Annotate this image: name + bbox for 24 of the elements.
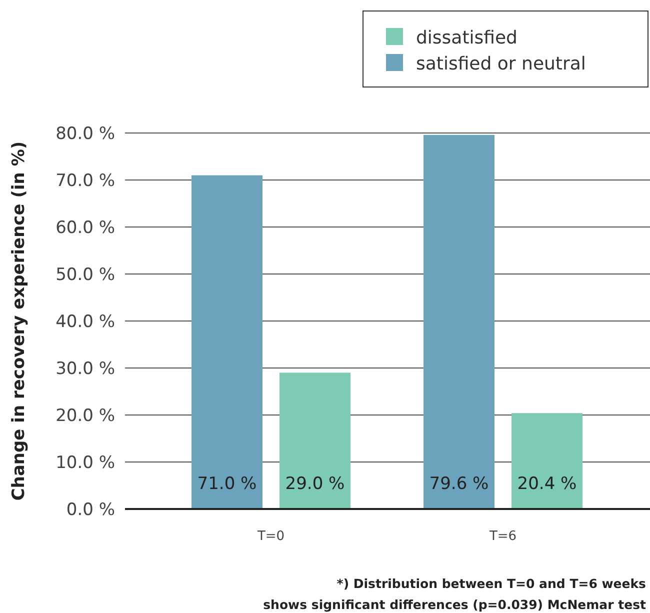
legend-label: satisfied or neutral <box>416 53 586 74</box>
y-tick-label: 80.0 % <box>56 124 115 144</box>
y-tick-label: 50.0 % <box>56 264 115 285</box>
y-tick-label: 20.0 % <box>56 406 115 426</box>
y-axis-title: Change in recovery experience (in %) <box>9 141 29 501</box>
y-tick-label: 0.0 % <box>66 500 115 520</box>
x-tick-label: T=6 <box>488 529 517 544</box>
text: shows significant differences (p=0.039) McNemar test <box>263 597 646 612</box>
bar <box>424 134 494 509</box>
y-tick-label: 60.0 % <box>56 218 115 238</box>
bar <box>192 175 262 509</box>
data-label: 20.4 % <box>517 474 577 494</box>
y-tick-label: 40.0 % <box>56 312 115 332</box>
x-tick-label: T=0 <box>256 529 285 544</box>
bar <box>512 413 582 509</box>
y-tick-label: 10.0 % <box>56 452 115 473</box>
data-label: 29.0 % <box>285 474 345 494</box>
y-tick-label: 70.0 % <box>56 170 115 191</box>
data-label: 79.6 % <box>429 474 489 494</box>
data-label: 71.0 % <box>197 474 257 494</box>
legend-label: dissatisfied <box>416 27 518 48</box>
y-tick-label: 30.0 % <box>56 358 115 379</box>
text: *) Distribution between T=0 and T=6 weeks <box>336 576 646 591</box>
bar <box>280 372 350 509</box>
